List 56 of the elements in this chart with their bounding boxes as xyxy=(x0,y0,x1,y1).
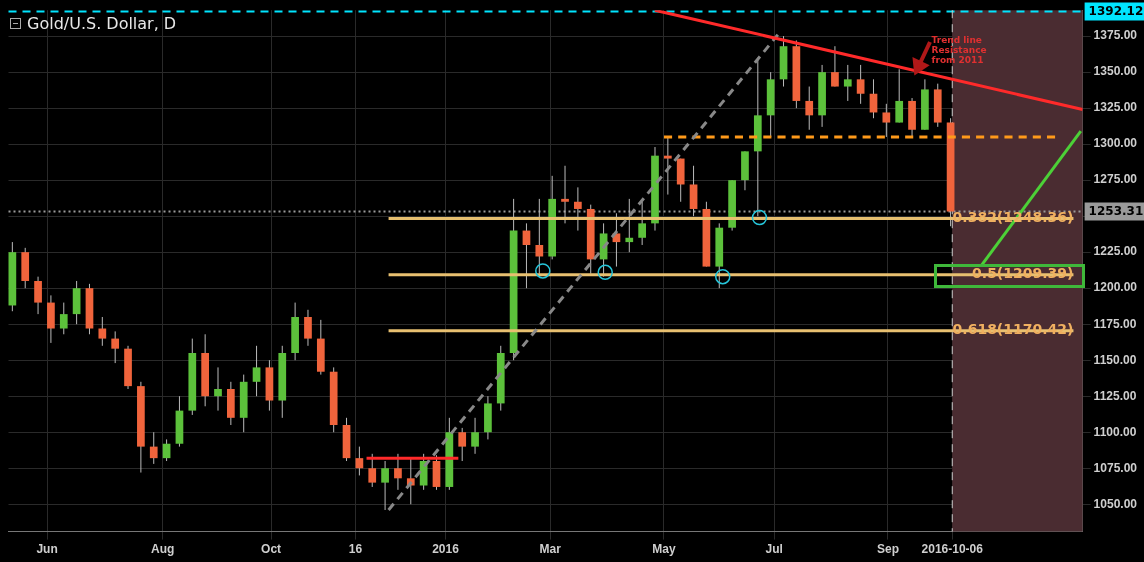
ref-line-label: 1253.31 xyxy=(1088,203,1144,218)
candlestick xyxy=(214,366,222,412)
x-tick-label: Jul xyxy=(765,542,783,557)
candlestick xyxy=(252,345,261,397)
y-tick-label: 1225.00 xyxy=(1093,244,1138,259)
x-tick-label: May xyxy=(652,542,676,557)
candlestick xyxy=(394,453,402,491)
y-tick-label: 1300.00 xyxy=(1093,136,1138,151)
candlestick xyxy=(805,86,814,131)
y-tick-label: 1200.00 xyxy=(1093,280,1138,295)
candlestick xyxy=(882,103,891,138)
candlestick xyxy=(574,186,582,232)
candlestick xyxy=(149,431,158,465)
x-tick-label: Mar xyxy=(539,542,562,557)
point xyxy=(597,264,613,281)
candlestick xyxy=(458,427,467,462)
point xyxy=(715,268,731,285)
y-tick-label: 1175.00 xyxy=(1093,316,1137,331)
y-tick-label: 1125.00 xyxy=(1093,388,1137,403)
candlestick xyxy=(663,136,672,196)
x-tick-label: 2016 xyxy=(432,542,460,557)
candlestick xyxy=(831,45,839,88)
candlestick xyxy=(34,276,42,315)
x-tick-label: Oct xyxy=(261,542,282,557)
y-tick-label: 1350.00 xyxy=(1093,64,1138,79)
y-tick-label: 1375.00 xyxy=(1093,28,1138,43)
candlestick xyxy=(59,302,68,335)
y-tick-label: 1050.00 xyxy=(1093,496,1138,511)
x-tick-label: 2016-10-06 xyxy=(921,542,984,557)
candlestick xyxy=(471,417,479,455)
candlestick xyxy=(355,446,364,476)
point xyxy=(751,209,768,226)
candlestick xyxy=(625,198,634,253)
x-tick-label: Aug xyxy=(151,542,175,557)
point xyxy=(535,263,551,279)
candlestick xyxy=(381,460,389,511)
candlestick xyxy=(98,316,107,347)
candlestick xyxy=(561,165,569,224)
candlestick xyxy=(304,309,312,347)
y-tick-label: 1325.00 xyxy=(1093,100,1138,115)
y-tick-label: 1150.00 xyxy=(1093,352,1137,367)
ref-line-label: 1392.12 xyxy=(1088,3,1144,18)
candlestick xyxy=(111,330,120,364)
y-tick-label: 1075.00 xyxy=(1093,460,1138,475)
chart-title: Gold/U.S. Dollar, D xyxy=(27,14,177,33)
x-tick-label: Sep xyxy=(876,542,899,557)
candlestick xyxy=(535,198,544,275)
y-tick-label: 1275.00 xyxy=(1093,172,1138,187)
candlestick xyxy=(368,453,377,488)
candlestick xyxy=(856,64,865,105)
candlestick xyxy=(895,68,904,124)
candlestick xyxy=(638,201,646,246)
y-tick-label: 1100.00 xyxy=(1093,424,1137,439)
candlestick xyxy=(843,64,852,102)
x-tick-label: 16 xyxy=(348,542,363,557)
x-tick-label: Jun xyxy=(36,542,58,557)
